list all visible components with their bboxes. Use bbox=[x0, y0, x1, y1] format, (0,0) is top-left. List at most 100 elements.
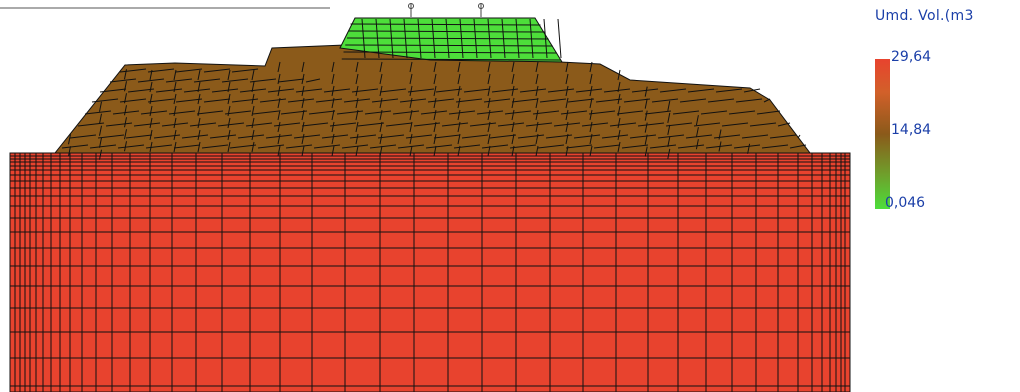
crest-mesh-column bbox=[473, 18, 478, 59]
embankment-mesh-column bbox=[355, 97, 359, 109]
embankment-mesh-row bbox=[168, 110, 196, 115]
embankment-mesh-column bbox=[379, 85, 383, 97]
embankment-mesh-column bbox=[617, 93, 621, 105]
embankment-mesh-column bbox=[277, 61, 281, 73]
embankment-mesh-column bbox=[433, 97, 437, 109]
embankment-mesh-column bbox=[173, 129, 177, 141]
embankment-mesh-row bbox=[693, 122, 721, 127]
embankment-mesh-column bbox=[173, 117, 177, 129]
embankment-mesh-row bbox=[453, 144, 481, 149]
embankment-mesh-row bbox=[497, 122, 525, 127]
embankment-mesh-row bbox=[217, 122, 245, 127]
legend-title: Umd. Vol.(m3 bbox=[875, 8, 974, 24]
embankment-mesh-column bbox=[251, 105, 255, 117]
embankment-mesh-column bbox=[277, 145, 281, 157]
crest-mesh-row bbox=[350, 23, 541, 26]
embankment-mesh-column bbox=[197, 141, 201, 153]
embankment-mesh-column bbox=[511, 133, 515, 145]
embankment-mesh-column bbox=[379, 73, 383, 85]
embankment-mesh-row bbox=[249, 78, 277, 83]
embankment-mesh-row bbox=[749, 122, 777, 127]
crest-marker-right-icon bbox=[478, 3, 484, 17]
embankment-mesh-column bbox=[379, 109, 383, 121]
embankment-mesh-column bbox=[695, 139, 699, 150]
embankment-mesh-column bbox=[149, 81, 153, 93]
embankment-mesh-row bbox=[769, 134, 797, 139]
crest-mesh bbox=[341, 18, 562, 61]
embankment-mesh-row bbox=[797, 134, 801, 139]
embankment-mesh-column bbox=[695, 115, 699, 126]
embankment-mesh-row bbox=[511, 98, 539, 103]
embankment-mesh-row bbox=[743, 88, 761, 93]
embankment-mesh-row bbox=[267, 88, 295, 93]
embankment-mesh-row bbox=[341, 144, 369, 149]
embankment-mesh-column bbox=[355, 121, 359, 133]
embankment-mesh-column bbox=[589, 61, 593, 73]
embankment-mesh-row bbox=[173, 144, 201, 149]
embankment-mesh-row bbox=[315, 98, 343, 103]
embankment-mesh-column bbox=[124, 81, 127, 92]
embankment-mesh-column bbox=[487, 85, 491, 97]
embankment-mesh-row bbox=[295, 88, 323, 93]
embankment-mesh-column bbox=[535, 97, 539, 109]
embankment-mesh-column bbox=[589, 121, 593, 133]
embankment-mesh-column bbox=[535, 73, 539, 85]
embankment-mesh-column bbox=[457, 97, 461, 109]
embankment-mesh-row bbox=[137, 78, 165, 83]
embankment-mesh-column bbox=[331, 61, 335, 73]
embankment-mesh-row bbox=[427, 98, 455, 103]
embankment-mesh-column bbox=[433, 109, 437, 121]
embankment-mesh-row bbox=[147, 68, 175, 73]
embankment-mesh-column bbox=[589, 97, 593, 109]
embankment-mesh-column bbox=[617, 69, 621, 81]
embankment-mesh-column bbox=[227, 117, 231, 129]
embankment-mesh-column bbox=[277, 85, 281, 97]
embankment-mesh-column bbox=[457, 133, 461, 145]
embankment-mesh-row bbox=[257, 144, 285, 149]
embankment-mesh-row bbox=[777, 122, 791, 127]
embankment-mesh-column bbox=[644, 98, 648, 109]
embankment-mesh-row bbox=[547, 88, 575, 93]
embankment-mesh-row bbox=[469, 122, 497, 127]
embankment-mesh-row bbox=[237, 134, 265, 139]
embankment-mesh-row bbox=[155, 88, 183, 93]
embankment-mesh-row bbox=[89, 144, 117, 149]
embankment-mesh-column bbox=[251, 141, 255, 153]
embankment-mesh-row bbox=[224, 110, 252, 115]
embankment-mesh-column bbox=[457, 73, 461, 85]
embankment-mesh-column bbox=[99, 125, 102, 136]
embankment-mesh-column bbox=[535, 109, 539, 121]
embankment-mesh-column bbox=[331, 145, 335, 157]
embankment-mesh-column bbox=[511, 85, 515, 97]
crest-mesh-column bbox=[459, 18, 464, 59]
embankment-mesh-column bbox=[535, 145, 539, 157]
embankment-mesh-column bbox=[301, 109, 305, 121]
embankment-mesh-row bbox=[165, 78, 193, 83]
embankment-mesh-column bbox=[251, 117, 255, 129]
embankment-mesh-row bbox=[448, 110, 476, 115]
embankment-mesh-column bbox=[487, 133, 491, 145]
embankment-mesh-row bbox=[313, 144, 341, 149]
embankment-mesh-row bbox=[481, 144, 509, 149]
embankment-mesh-row bbox=[97, 134, 125, 139]
embankment-mesh-column bbox=[124, 129, 127, 140]
embankment-mesh-column bbox=[487, 145, 491, 157]
embankment-mesh-column bbox=[331, 109, 335, 121]
embankment-mesh-row bbox=[741, 134, 769, 139]
embankment-mesh-column bbox=[511, 73, 515, 85]
embankment-mesh-column bbox=[355, 73, 359, 85]
embankment-mesh-column bbox=[331, 85, 335, 97]
embankment-mesh-row bbox=[61, 144, 89, 149]
embankment-mesh-row bbox=[252, 110, 280, 115]
embankment-mesh-column bbox=[747, 143, 751, 154]
embankment-mesh-column bbox=[277, 121, 281, 133]
embankment-mesh-row bbox=[145, 144, 173, 149]
legend-mid-label: 14,84 bbox=[891, 122, 932, 138]
embankment-mesh-column bbox=[667, 136, 671, 147]
embankment-mesh-row bbox=[441, 122, 469, 127]
embankment-mesh-row bbox=[84, 110, 112, 115]
header-strip bbox=[0, 0, 330, 8]
embankment-mesh-row bbox=[357, 122, 385, 127]
embankment-mesh-row bbox=[183, 88, 211, 93]
